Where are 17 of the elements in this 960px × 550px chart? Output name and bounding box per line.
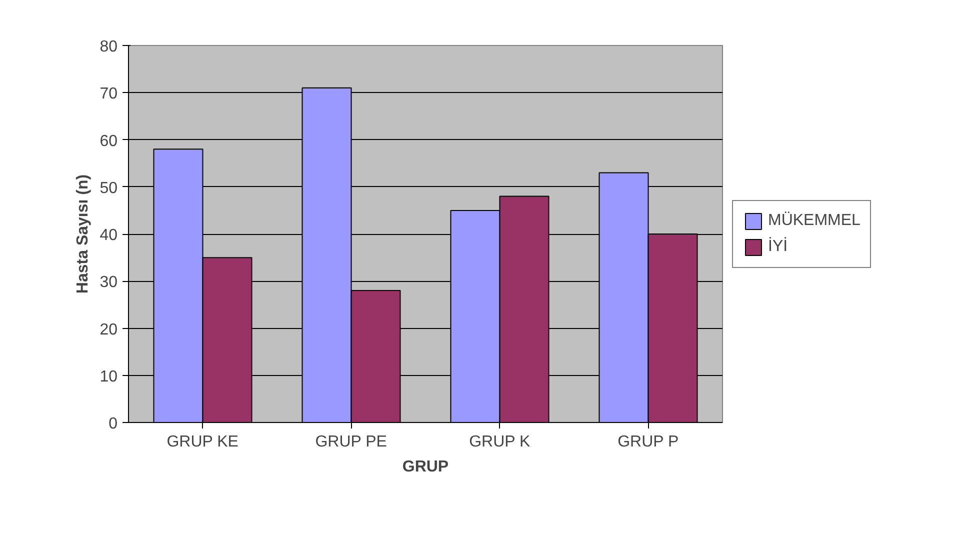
x-tick-label: GRUP KE: [166, 434, 238, 450]
y-tick-label: 40: [100, 227, 118, 244]
y-tick-label: 70: [100, 86, 118, 103]
y-tick-label: 20: [100, 321, 118, 338]
x-tick-label: GRUP P: [618, 434, 679, 450]
y-axis-title: Hasta Sayısı (n): [74, 174, 92, 294]
legend-label: İYİ: [768, 238, 788, 256]
x-tick-label: GRUP K: [469, 434, 530, 450]
x-axis-title: GRUP: [402, 458, 449, 476]
legend-label: MÜKEMMEL: [768, 212, 860, 230]
y-tick-label: 80: [100, 38, 118, 56]
y-tick-label: 10: [100, 368, 118, 386]
y-tick-label: 60: [100, 132, 118, 150]
y-tick-label: 30: [100, 274, 118, 292]
y-tick-label: 0: [108, 416, 118, 432]
y-tick-label: 50: [100, 180, 118, 197]
x-tick-label: GRUP PE: [315, 434, 387, 450]
